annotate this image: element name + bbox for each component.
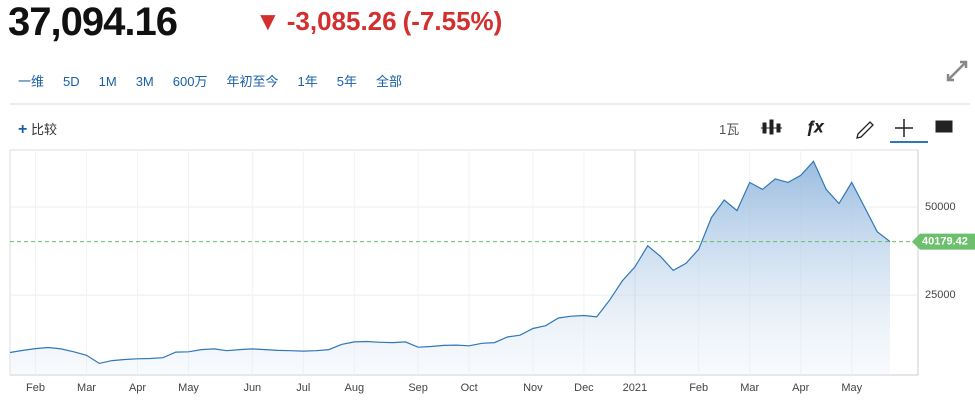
- notes-icon[interactable]: [935, 120, 953, 133]
- x-tick-label: Feb: [689, 382, 708, 394]
- x-tick-label: Mar: [740, 382, 759, 394]
- price: 37,094.16: [8, 0, 178, 44]
- plus: +: [18, 121, 28, 138]
- range-button[interactable]: 全部: [375, 74, 402, 89]
- crosshair-icon[interactable]: [895, 119, 913, 137]
- x-tick-label: Feb: [26, 382, 45, 394]
- interval[interactable]: 1瓦: [719, 122, 740, 137]
- x-tick-label: Sep: [408, 382, 428, 394]
- range-button[interactable]: 年初至今: [226, 74, 279, 89]
- x-tick-label: Jul: [296, 382, 310, 394]
- range-button[interactable]: 1M: [98, 74, 117, 89]
- x-tick-label: Mar: [77, 382, 96, 394]
- range-button[interactable]: 5D: [63, 74, 80, 89]
- fx-icon[interactable]: ƒx: [806, 119, 825, 137]
- line: [9, 160, 891, 365]
- x-tick-label: Jun: [243, 382, 261, 394]
- y-tick-label: 25000: [925, 289, 956, 301]
- arrow: ▼: [255, 6, 281, 36]
- range-button[interactable]: 一维: [18, 74, 45, 89]
- expand-icon[interactable]: [946, 60, 968, 82]
- range-button[interactable]: 600万: [172, 74, 208, 89]
- range-button[interactable]: 3M: [135, 74, 154, 89]
- change: ▼ -3,085.26 (-7.55%): [255, 6, 508, 37]
- area: [10, 161, 890, 375]
- x-tick-label: 2021: [623, 382, 647, 394]
- x-tick-label: May: [841, 382, 862, 394]
- y-tick-label: 50000: [925, 201, 956, 213]
- x-tick-label: Dec: [574, 382, 594, 394]
- x-tick-label: May: [178, 382, 199, 394]
- x-tick-label: Nov: [523, 382, 543, 394]
- x-tick-label: Apr: [792, 382, 809, 394]
- change-pct: (-7.55%): [402, 6, 503, 36]
- icons: ƒx: [761, 60, 968, 143]
- compare-button[interactable]: + 比较: [18, 119, 57, 139]
- last-value-tag: [912, 233, 975, 250]
- x-tick-label: Oct: [461, 382, 478, 394]
- x-tick-label: Apr: [129, 382, 146, 394]
- range-button[interactable]: 5年: [336, 74, 357, 89]
- candle-icon[interactable]: [761, 119, 782, 135]
- range-button[interactable]: 1年: [297, 74, 318, 89]
- compare-label: 比较: [30, 122, 57, 137]
- x-tick-label: Aug: [345, 382, 365, 394]
- last-value-label: 40179.42: [922, 236, 968, 248]
- range-buttons: 一维 5D 1M 3M 600万 年初至今 1年 5年 全部: [18, 71, 421, 90]
- change-value: -3,085.26: [286, 6, 397, 36]
- draw-icon[interactable]: [856, 121, 874, 139]
